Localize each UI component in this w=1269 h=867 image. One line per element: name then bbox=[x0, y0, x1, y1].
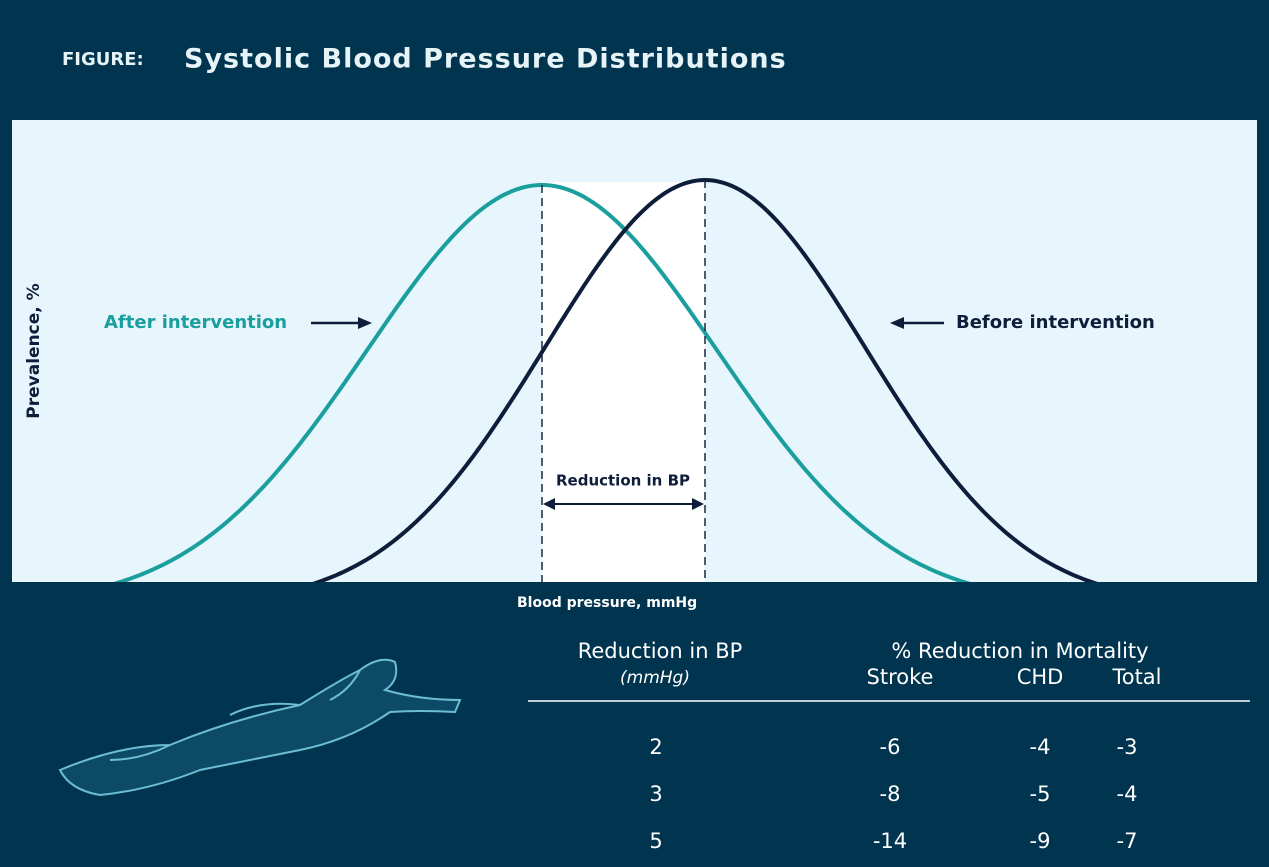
table-cell: 2 bbox=[649, 735, 662, 759]
table-cell: -7 bbox=[1117, 829, 1138, 853]
table-cell: -14 bbox=[873, 829, 907, 853]
table-cell: -4 bbox=[1117, 782, 1138, 806]
table-cell: 5 bbox=[649, 829, 662, 853]
reduction-band bbox=[542, 182, 705, 582]
y-axis-label: Prevalence, % bbox=[24, 283, 44, 418]
table-cell: 3 bbox=[649, 782, 662, 806]
figure: FIGURE: Systolic Blood Pressure Distribu… bbox=[0, 0, 1269, 867]
figure-label: FIGURE: bbox=[62, 49, 144, 70]
table-unit: (mmHg) bbox=[620, 668, 690, 688]
reduction-label: Reduction in BP bbox=[556, 472, 690, 490]
table-cell: -8 bbox=[880, 782, 901, 806]
column-header: Stroke bbox=[867, 665, 934, 689]
title: Systolic Blood Pressure Distributions bbox=[184, 44, 787, 75]
x-axis-label: Blood pressure, mmHg bbox=[517, 595, 697, 611]
column-header: Total bbox=[1111, 665, 1161, 689]
table-cell: -4 bbox=[1030, 735, 1051, 759]
table-cell: -3 bbox=[1117, 735, 1138, 759]
table-cell: -9 bbox=[1030, 829, 1051, 853]
column-header: CHD bbox=[1017, 665, 1064, 689]
table-group-header: % Reduction in Mortality bbox=[891, 639, 1148, 663]
table-cell: -5 bbox=[1030, 782, 1051, 806]
after-label: After intervention bbox=[104, 312, 287, 333]
table-header: Reduction in BP bbox=[578, 639, 743, 663]
before-label: Before intervention bbox=[956, 312, 1155, 333]
table-cell: -6 bbox=[880, 735, 901, 759]
